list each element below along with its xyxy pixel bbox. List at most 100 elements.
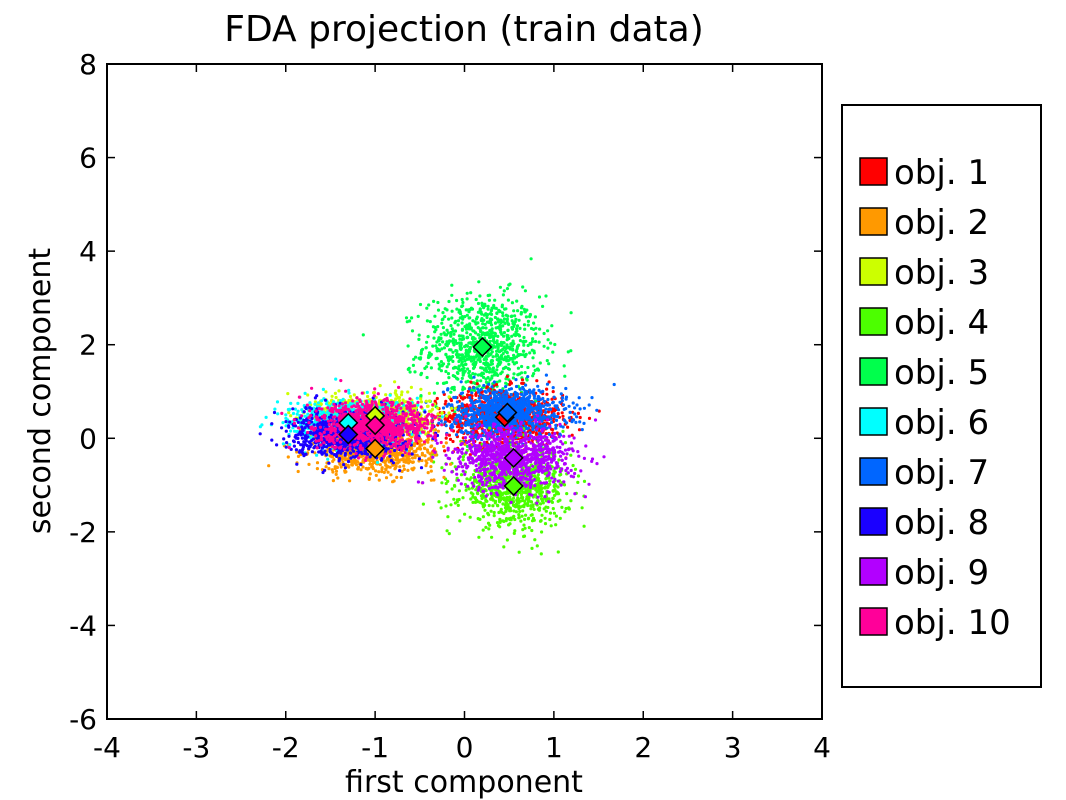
data-point [512,504,516,508]
data-point [445,365,449,369]
data-point [456,353,460,358]
data-point [463,396,467,400]
data-point [356,465,361,469]
data-point [518,509,522,514]
data-point [450,283,454,287]
data-point [448,348,452,352]
data-point [539,494,544,498]
data-point [545,382,550,386]
data-point [484,326,488,330]
data-point [436,429,440,433]
data-point [419,352,423,356]
data-point [461,368,465,372]
data-point [472,363,476,368]
data-point [531,392,536,396]
data-point [558,400,562,404]
data-point [522,343,526,347]
data-point [519,519,523,523]
data-point [529,405,533,409]
data-point [492,514,496,518]
data-point [454,395,458,399]
data-point [524,352,528,356]
data-point [444,436,448,440]
data-point [539,408,543,412]
data-point [344,458,348,462]
data-point [545,387,549,391]
data-point [550,324,554,328]
data-point [490,402,494,406]
data-point [450,316,454,320]
data-point [461,496,465,500]
data-point [556,550,560,554]
data-point [506,503,510,507]
data-point [552,395,556,399]
data-point [524,383,528,387]
data-point [296,454,301,458]
data-point [512,333,516,337]
data-point [499,321,503,325]
data-point [458,420,462,424]
data-point [495,349,499,353]
data-point [414,449,418,453]
data-point [498,285,502,289]
data-point [419,400,424,404]
data-point [384,467,388,471]
data-point [484,313,488,317]
data-point [496,504,500,508]
data-point [504,377,508,381]
data-point [479,388,483,392]
data-point [417,337,421,341]
data-point [380,467,384,471]
data-point [476,500,480,504]
data-point [443,449,447,453]
data-point [511,339,515,343]
data-point [443,420,447,424]
data-point [476,301,481,306]
data-point [425,340,429,344]
data-point [490,358,494,363]
data-point [460,360,464,364]
data-point [538,506,542,510]
data-point [504,385,508,389]
data-point [531,504,535,509]
data-point [528,388,532,392]
data-point [502,400,506,405]
data-point [445,340,449,344]
data-point [418,302,423,307]
data-point [580,428,584,432]
data-point [423,446,427,451]
data-point [582,406,587,410]
data-point [421,502,425,506]
data-point [442,444,446,449]
data-point [457,367,461,371]
data-point [410,316,414,320]
data-point [475,407,479,411]
data-point [451,355,455,359]
data-point [493,341,497,345]
data-point [453,410,457,414]
data-point [493,501,497,505]
data-point [443,315,447,319]
data-point [453,329,457,333]
data-point [467,316,471,320]
data-point [482,418,486,422]
data-point [562,483,567,487]
data-point [587,416,592,420]
data-point [439,360,443,364]
data-point [506,298,510,302]
data-point [567,416,572,420]
data-point [493,331,497,335]
data-point [526,501,530,505]
data-point [451,359,455,363]
data-point [496,325,500,330]
data-point [535,544,539,548]
data-point [474,355,478,359]
data-point [426,361,430,365]
data-point [436,325,440,329]
data-point [522,307,526,311]
data-point [545,403,550,407]
data-point [481,326,485,330]
data-point [533,538,537,542]
data-point [508,380,512,384]
data-point [612,382,616,387]
